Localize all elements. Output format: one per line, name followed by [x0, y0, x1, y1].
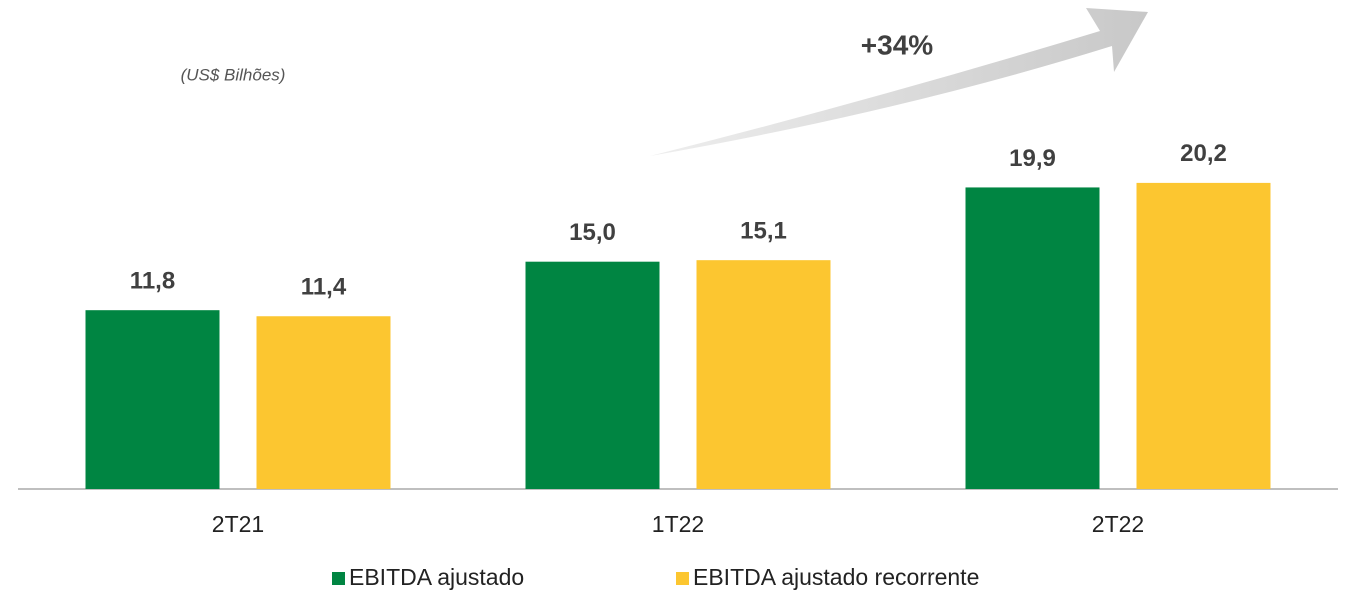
value-label: 15,1	[740, 218, 787, 245]
x-tick-label: 2T21	[212, 511, 264, 537]
value-label: 19,9	[1009, 145, 1056, 172]
x-tick-label: 1T22	[652, 511, 704, 537]
bar	[85, 310, 220, 489]
value-label: 11,8	[130, 268, 175, 295]
value-label: 20,2	[1180, 140, 1227, 167]
growth-arrow	[650, 8, 1148, 156]
value-label: 15,0	[569, 219, 616, 246]
value-label: 11,4	[301, 274, 347, 301]
bar	[525, 261, 660, 489]
legend-label: EBITDA ajustado	[349, 564, 524, 590]
legend-swatch	[332, 572, 345, 585]
bar	[965, 187, 1100, 489]
x-tick-label: 2T22	[1092, 511, 1144, 537]
subtitle: (US$ Bilhões)	[181, 65, 286, 84]
legend-swatch	[676, 572, 689, 585]
bar	[256, 316, 391, 489]
bar	[1136, 182, 1271, 489]
bar	[696, 260, 831, 489]
annotation: +34%	[861, 29, 933, 60]
legend-label: EBITDA ajustado recorrente	[693, 564, 979, 590]
